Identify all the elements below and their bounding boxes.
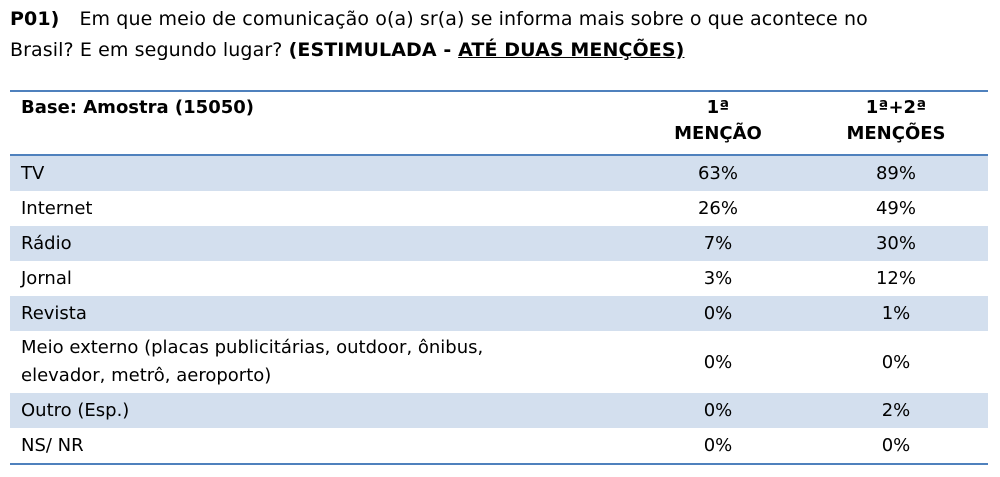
table-row: Internet 26% 49%	[10, 191, 988, 226]
first-mention-value: 0%	[703, 351, 733, 373]
row-label: Outro (Esp.)	[10, 393, 632, 428]
both-mentions-value: 0%	[881, 435, 911, 456]
both-mentions-value: 89%	[804, 155, 988, 191]
both-mentions-header: 1ª+2ª MENÇÕES	[804, 91, 988, 155]
table-row: Jornal 3% 12%	[10, 261, 988, 296]
both-mentions-value: 12%	[875, 268, 916, 289]
first-mention-value: 0%	[632, 296, 804, 331]
first-mention-value: 63%	[632, 155, 804, 191]
first-mention-header: 1ª MENÇÃO	[632, 91, 804, 155]
first-mention-value: 0%	[703, 435, 733, 456]
question-code: P01)	[10, 8, 60, 30]
both-mentions-header-line-1: 1ª+2ª	[865, 97, 927, 118]
row-label: Internet	[21, 198, 93, 219]
table-row: Revista 0% 1%	[10, 296, 988, 331]
table-row: TV 63% 89%	[10, 155, 988, 191]
both-mentions-value: 2%	[804, 393, 988, 428]
row-label: NS/ NR	[21, 435, 84, 456]
row-label: Revista	[10, 296, 632, 331]
question-line-2: Brasil? E em segundo lugar?	[10, 39, 283, 61]
table-row: Rádio 7% 30%	[10, 226, 988, 261]
table-header-row: Base: Amostra (15050) 1ª MENÇÃO 1ª+2ª ME…	[10, 91, 988, 155]
row-label: Meio externo (placas publicitárias, outd…	[10, 331, 632, 393]
both-mentions-value: 1%	[804, 296, 988, 331]
results-table: Base: Amostra (15050) 1ª MENÇÃO 1ª+2ª ME…	[10, 90, 988, 465]
table-row: NS/ NR 0% 0%	[10, 428, 988, 464]
first-mention-value: 3%	[703, 268, 733, 289]
row-label-line-2: elevador, metrô, aeroporto)	[21, 365, 272, 386]
row-label: Rádio	[10, 226, 632, 261]
first-mention-value: 7%	[632, 226, 804, 261]
row-label: Jornal	[21, 268, 72, 289]
results-table-container: Base: Amostra (15050) 1ª MENÇÃO 1ª+2ª ME…	[10, 90, 988, 465]
table-row: Outro (Esp.) 0% 2%	[10, 393, 988, 428]
first-mention-header-line-2: MENÇÃO	[674, 123, 762, 144]
both-mentions-header-line-2: MENÇÕES	[846, 123, 946, 144]
row-label: TV	[10, 155, 632, 191]
question-text: P01) Em que meio de comunicação o(a) sr(a…	[10, 4, 995, 66]
base-label: Base: Amostra (15050)	[21, 97, 254, 118]
first-mention-header-line-1: 1ª	[706, 97, 730, 118]
table-row: Meio externo (placas publicitárias, outd…	[10, 331, 988, 393]
first-mention-value: 0%	[632, 393, 804, 428]
question-instruction-underlined: ATÉ DUAS MENÇÕES)	[458, 39, 685, 61]
question-line-1: Em que meio de comunicação o(a) sr(a) se…	[79, 8, 868, 30]
row-label-line-1: Meio externo (placas publicitárias, outd…	[21, 337, 484, 358]
both-mentions-value: 0%	[881, 351, 911, 373]
both-mentions-value: 49%	[875, 198, 916, 219]
first-mention-value: 26%	[697, 198, 738, 219]
both-mentions-value: 30%	[804, 226, 988, 261]
question-instruction: (ESTIMULADA -	[288, 39, 459, 61]
